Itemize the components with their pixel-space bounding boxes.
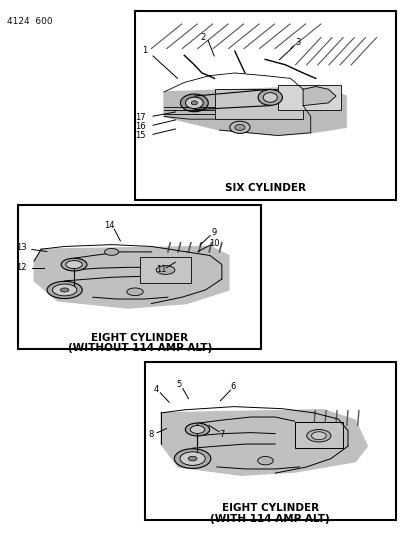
Ellipse shape	[185, 423, 210, 436]
Text: 13: 13	[16, 244, 27, 252]
Text: 9: 9	[212, 229, 217, 237]
Text: 4: 4	[153, 385, 158, 393]
Ellipse shape	[61, 259, 87, 271]
Text: EIGHT CYLINDER: EIGHT CYLINDER	[222, 503, 319, 513]
Bar	[278, 85, 341, 110]
Ellipse shape	[53, 284, 77, 296]
Text: 5: 5	[176, 381, 181, 389]
Polygon shape	[34, 246, 229, 308]
Ellipse shape	[127, 288, 143, 296]
Text: 8: 8	[148, 430, 154, 439]
Ellipse shape	[230, 121, 250, 133]
Ellipse shape	[258, 90, 282, 106]
Text: EIGHT CYLINDER: EIGHT CYLINDER	[91, 333, 188, 343]
Bar	[145, 362, 396, 520]
Text: (WITHOUT 114 AMP ALT): (WITHOUT 114 AMP ALT)	[68, 343, 212, 353]
Ellipse shape	[307, 430, 331, 442]
Text: 12: 12	[16, 263, 27, 272]
Polygon shape	[164, 86, 346, 135]
Ellipse shape	[258, 456, 273, 465]
Ellipse shape	[180, 452, 205, 465]
Text: SIX CYLINDER: SIX CYLINDER	[225, 183, 306, 193]
Text: 3: 3	[295, 38, 301, 47]
Polygon shape	[161, 410, 367, 475]
Ellipse shape	[263, 93, 277, 102]
Ellipse shape	[312, 432, 326, 440]
Text: 15: 15	[135, 132, 146, 140]
Polygon shape	[303, 86, 336, 106]
Ellipse shape	[191, 101, 197, 105]
Ellipse shape	[180, 94, 208, 112]
Text: 2: 2	[201, 33, 206, 42]
Ellipse shape	[156, 265, 175, 274]
Bar	[135, 11, 396, 200]
Ellipse shape	[104, 248, 119, 255]
Text: 17: 17	[135, 113, 146, 122]
Ellipse shape	[174, 449, 211, 469]
Ellipse shape	[186, 97, 203, 109]
Ellipse shape	[188, 456, 197, 461]
Text: 10: 10	[209, 239, 220, 248]
Bar	[295, 422, 343, 448]
Bar	[18, 205, 261, 349]
Text: 7: 7	[220, 430, 225, 439]
Bar	[215, 90, 303, 119]
Ellipse shape	[235, 124, 245, 131]
Text: 1: 1	[142, 46, 147, 55]
Text: 6: 6	[231, 382, 236, 391]
Text: 14: 14	[104, 221, 115, 230]
Ellipse shape	[190, 425, 205, 433]
Bar	[140, 257, 191, 282]
Text: 16: 16	[135, 122, 146, 131]
Ellipse shape	[60, 288, 69, 292]
Ellipse shape	[66, 261, 82, 269]
Text: (WITH 114 AMP ALT): (WITH 114 AMP ALT)	[211, 514, 330, 524]
Text: 4124  600: 4124 600	[7, 17, 53, 26]
Ellipse shape	[47, 281, 82, 298]
Text: 11: 11	[156, 265, 166, 273]
